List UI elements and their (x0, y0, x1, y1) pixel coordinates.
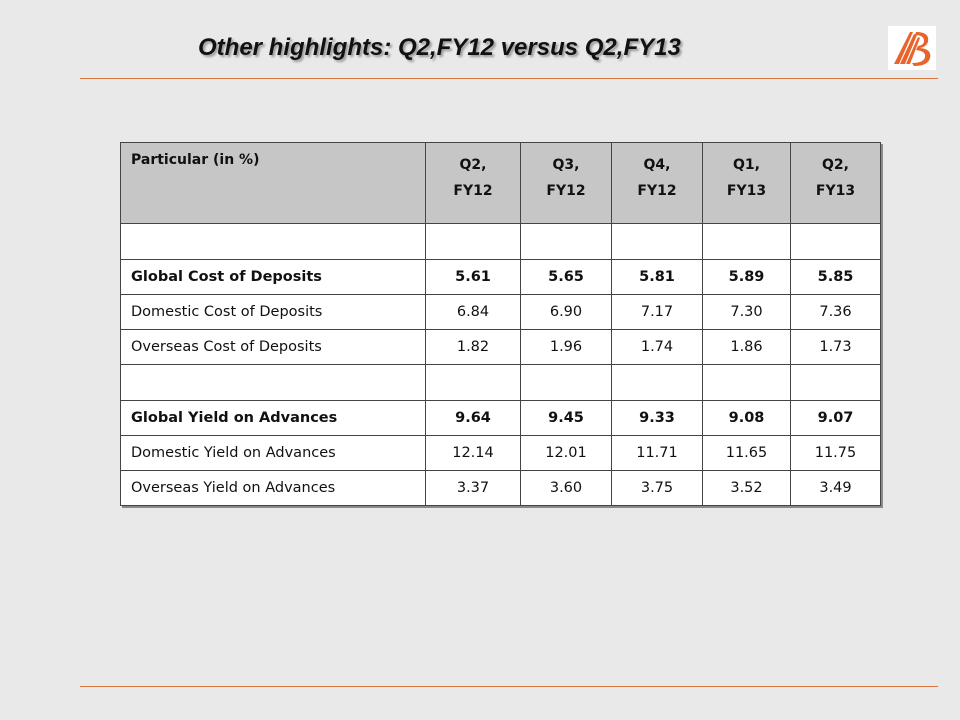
cell-value: 1.73 (790, 329, 881, 365)
cell-value: 9.08 (702, 400, 791, 436)
cell-value: 3.52 (702, 470, 791, 506)
cell-value: 6.90 (520, 294, 612, 330)
cell-value: 1.96 (520, 329, 612, 365)
cell-value: 5.85 (790, 259, 881, 295)
header-q4-fy12: Q4, FY12 (611, 142, 703, 224)
cell-value: 1.74 (611, 329, 703, 365)
cell-value: 3.37 (425, 470, 521, 506)
table-row: Overseas Yield on Advances 3.37 3.60 3.7… (120, 470, 881, 506)
header-q3-fy12: Q3, FY12 (520, 142, 612, 224)
cell-value: 7.36 (790, 294, 881, 330)
cell-value: 5.89 (702, 259, 791, 295)
cell-value: 9.07 (790, 400, 881, 436)
cell-value: 7.30 (702, 294, 791, 330)
bank-logo-icon (888, 26, 936, 70)
spacer-row (120, 364, 881, 401)
header-q2-fy13: Q2, FY13 (790, 142, 881, 224)
cell-value: 9.45 (520, 400, 612, 436)
cell-value: 12.14 (425, 435, 521, 471)
cell-value: 1.86 (702, 329, 791, 365)
cell-value: 1.82 (425, 329, 521, 365)
cell-value: 9.33 (611, 400, 703, 436)
table-row: Global Cost of Deposits 5.61 5.65 5.81 5… (120, 259, 881, 295)
cell-value: 12.01 (520, 435, 612, 471)
row-label: Overseas Cost of Deposits (120, 329, 426, 365)
table-header-row: Particular (in %) Q2, FY12 Q3, FY12 Q4, FY1… (120, 142, 881, 224)
cell-value: 5.61 (425, 259, 521, 295)
highlights-table: Particular (in %) Q2, FY12 Q3, FY12 Q4, FY1… (120, 142, 881, 506)
row-label: Overseas Yield on Advances (120, 470, 426, 506)
cell-value: 11.65 (702, 435, 791, 471)
table-row: Domestic Yield on Advances 12.14 12.01 1… (120, 435, 881, 471)
row-label: Domestic Cost of Deposits (120, 294, 426, 330)
row-label: Global Cost of Deposits (120, 259, 426, 295)
row-label: Global Yield on Advances (120, 400, 426, 436)
slide-title: Other highlights: Q2,FY12 versus Q2,FY13 (198, 34, 681, 61)
row-label: Domestic Yield on Advances (120, 435, 426, 471)
cell-value: 7.17 (611, 294, 703, 330)
cell-value: 3.75 (611, 470, 703, 506)
table-row: Overseas Cost of Deposits 1.82 1.96 1.74… (120, 329, 881, 365)
table-row: Domestic Cost of Deposits 6.84 6.90 7.17… (120, 294, 881, 330)
cell-value: 3.60 (520, 470, 612, 506)
cell-value: 9.64 (425, 400, 521, 436)
cell-value: 3.49 (790, 470, 881, 506)
cell-value: 5.81 (611, 259, 703, 295)
header-q2-fy12: Q2, FY12 (425, 142, 521, 224)
spacer-row (120, 223, 881, 260)
cell-value: 6.84 (425, 294, 521, 330)
top-divider (80, 78, 938, 79)
cell-value: 11.75 (790, 435, 881, 471)
header-q1-fy13: Q1, FY13 (702, 142, 791, 224)
cell-value: 5.65 (520, 259, 612, 295)
cell-value: 11.71 (611, 435, 703, 471)
table-row: Global Yield on Advances 9.64 9.45 9.33 … (120, 400, 881, 436)
header-particular: Particular (in %) (120, 142, 426, 224)
bottom-divider (80, 686, 938, 687)
